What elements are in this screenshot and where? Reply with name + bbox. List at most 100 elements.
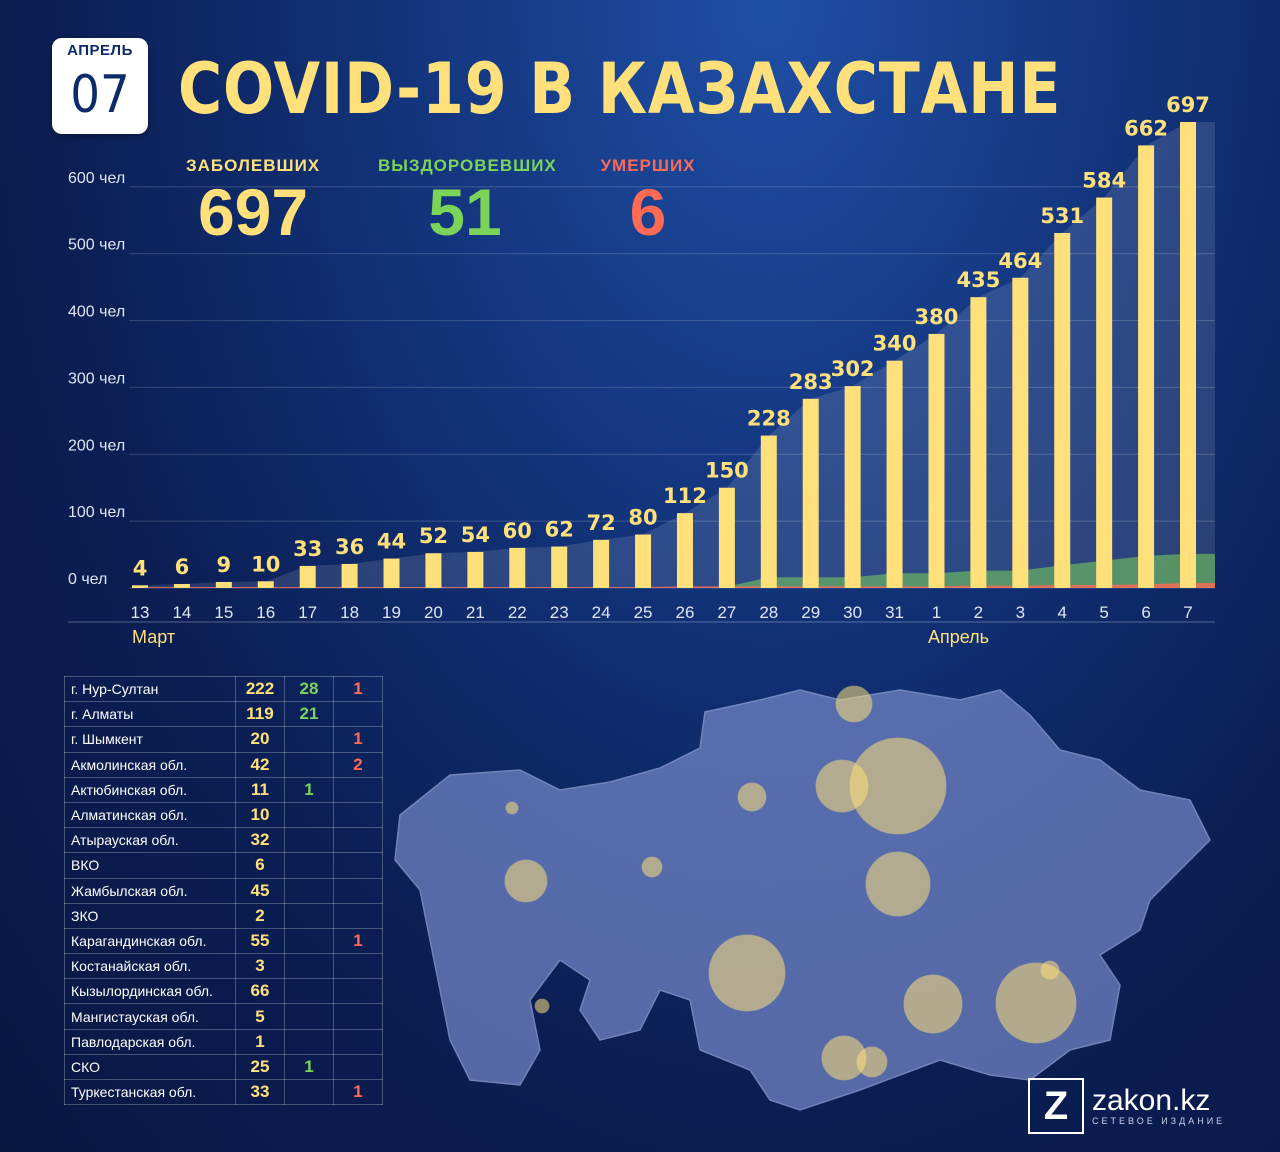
region-name: Костанайская обл. <box>64 953 236 980</box>
stat-recovered-label: ВЫЗДОРОВЕВШИХ <box>378 156 557 175</box>
region-name: Атырауская обл. <box>64 827 236 854</box>
region-cases: 55 <box>235 927 285 955</box>
region-name: г. Алматы <box>64 701 236 728</box>
bar-value-label: 44 <box>377 530 406 554</box>
table-row: ЗКО 2 <box>64 902 383 929</box>
stat-cases-value: 697 <box>197 175 309 249</box>
deaths-area <box>140 582 1215 588</box>
region-cases: 42 <box>235 751 285 778</box>
bar-value-label: 112 <box>663 484 707 508</box>
bar <box>802 398 819 588</box>
region-cases: 3 <box>235 953 285 980</box>
x-tick-label: 14 <box>172 603 191 622</box>
region-recovered: 1 <box>284 1053 334 1081</box>
map-region-marker <box>1040 960 1060 980</box>
x-tick-label: 30 <box>843 603 862 622</box>
x-tick-label: 31 <box>885 603 904 622</box>
region-name: г. Нур-Султан <box>64 675 236 703</box>
bar-value-label: 52 <box>419 524 448 548</box>
bar <box>635 534 652 588</box>
table-row: г. Нур-Султан 222 28 1 <box>64 675 383 703</box>
region-name: Кызылординская обл. <box>64 978 236 1005</box>
region-name: г. Шымкент <box>64 726 236 753</box>
bar <box>1180 122 1196 589</box>
table-row: Актюбинская обл. 11 1 <box>64 776 383 803</box>
x-tick-label: 23 <box>550 603 569 622</box>
map-region-marker <box>641 856 663 878</box>
bar <box>886 360 903 588</box>
region-cases: 25 <box>235 1053 285 1081</box>
bar-value-label: 33 <box>293 537 322 561</box>
stat-deaths-label: УМЕРШИХ <box>600 156 696 175</box>
bar-value-label: 662 <box>1124 116 1168 140</box>
region-deaths <box>333 1003 383 1030</box>
bar <box>844 386 861 588</box>
region-name: ЗКО <box>64 902 236 929</box>
cases-area <box>140 122 1215 589</box>
table-row: Акмолинская обл. 42 2 <box>64 751 383 778</box>
region-name: Акмолинская обл. <box>64 751 236 778</box>
logo-z-icon: Z <box>1028 1078 1084 1134</box>
region-cases: 20 <box>235 726 285 753</box>
region-name: Карагандинская обл. <box>64 927 236 955</box>
logo-brand: zakon.kz <box>1092 1084 1211 1117</box>
region-deaths <box>333 902 383 929</box>
bar <box>760 435 777 588</box>
region-cases: 11 <box>235 776 285 803</box>
bar <box>215 581 232 588</box>
x-tick-label: 4 <box>1058 603 1067 622</box>
x-tick-label: 1 <box>932 603 941 622</box>
stat-deaths: УМЕРШИХ 6 <box>598 156 698 246</box>
region-cases: 32 <box>235 827 285 854</box>
table-row: Карагандинская обл. 55 1 <box>64 927 383 955</box>
bar <box>551 546 568 588</box>
region-deaths: 2 <box>333 751 383 778</box>
bar-value-label: 72 <box>587 511 616 535</box>
bar <box>928 333 945 588</box>
region-deaths <box>333 953 383 980</box>
bar-value-label: 584 <box>1082 169 1126 193</box>
table-row: Кызылординская обл. 66 <box>64 978 383 1005</box>
bar <box>467 551 484 588</box>
region-cases: 2 <box>235 902 285 929</box>
x-tick-label: 5 <box>1099 603 1108 622</box>
x-tick-label: 16 <box>256 603 275 622</box>
region-recovered <box>284 902 334 929</box>
bar <box>132 585 148 588</box>
date-month: АПРЕЛЬ <box>52 38 148 64</box>
bar <box>1138 145 1155 589</box>
table-row: Туркестанская обл. 33 1 <box>64 1078 383 1106</box>
x-tick-label: 22 <box>508 603 527 622</box>
bar-value-label: 4 <box>133 556 148 580</box>
region-deaths <box>333 1053 383 1081</box>
bar-value-label: 340 <box>873 332 917 356</box>
region-cases: 1 <box>235 1028 285 1055</box>
bar-value-label: 10 <box>251 552 280 576</box>
map-region-marker <box>534 998 550 1014</box>
bar <box>1012 277 1029 588</box>
table-row: Алматинская обл. 10 <box>64 801 383 829</box>
x-tick-label: 19 <box>382 603 401 622</box>
month-label-march: Март <box>132 627 176 647</box>
bar <box>1054 232 1071 588</box>
stat-recovered: ВЫЗДОРОВЕВШИХ 51 <box>378 156 557 246</box>
region-recovered <box>284 1003 334 1030</box>
x-tick-label: 17 <box>298 603 317 622</box>
bar <box>341 563 358 588</box>
region-cases: 66 <box>235 978 285 1005</box>
region-name: Туркестанская обл. <box>64 1078 236 1106</box>
region-deaths: 1 <box>333 726 383 753</box>
bar-value-label: 6 <box>175 555 190 579</box>
x-tick-label: 24 <box>592 603 611 622</box>
x-tick-label: 13 <box>131 603 150 622</box>
x-tick-label: 28 <box>759 603 778 622</box>
bar-value-label: 380 <box>915 305 959 329</box>
bar-value-label: 697 <box>1166 93 1210 117</box>
region-cases: 6 <box>235 852 285 879</box>
region-name: Павлодарская обл. <box>64 1028 236 1055</box>
region-cases: 45 <box>235 877 285 904</box>
bar <box>593 539 610 588</box>
region-deaths <box>333 978 383 1005</box>
x-tick-label: 25 <box>634 603 653 622</box>
x-tick-label: 29 <box>801 603 820 622</box>
